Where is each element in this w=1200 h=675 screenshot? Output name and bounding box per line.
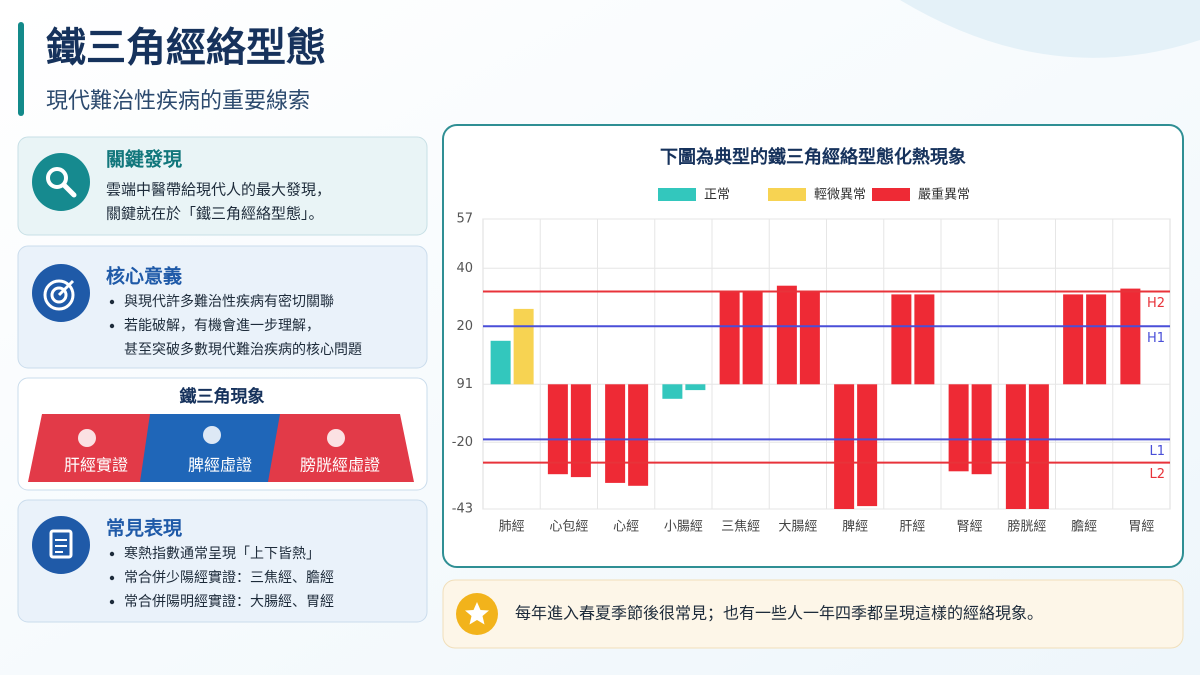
- bar: [685, 384, 706, 391]
- legend-label: 嚴重異常: [918, 187, 970, 203]
- x-tick-label: 胃經: [1128, 520, 1154, 535]
- legend-swatch: [872, 188, 910, 201]
- card-text: 若能破解，有機會進一步理解，: [124, 318, 320, 334]
- bar: [742, 291, 763, 385]
- legend-label: 正常: [704, 188, 730, 203]
- y-tick-label: 20: [456, 319, 473, 334]
- bar: [605, 384, 626, 483]
- x-tick-label: 肝經: [899, 520, 925, 535]
- x-tick-label: 小腸經: [664, 520, 703, 535]
- x-tick-label: 腎經: [957, 520, 983, 535]
- title: 鐵三角經絡型態: [46, 25, 326, 71]
- icon: [46, 167, 68, 189]
- y-tick-label: -20: [452, 435, 473, 450]
- icon: [203, 426, 221, 444]
- bar: [799, 291, 820, 385]
- icon: [43, 279, 75, 311]
- bullet: [109, 551, 115, 557]
- bar: [1028, 384, 1049, 509]
- card-text: 常合併少陽經實證：三焦經、膽經: [124, 569, 334, 586]
- y-tick-label: 57: [456, 212, 473, 227]
- x-tick-label: 膽經: [1071, 520, 1097, 535]
- tag: [28, 414, 160, 482]
- subtitle: 現代難治性疾病的重要線索: [46, 89, 310, 114]
- bullet: [109, 299, 115, 305]
- card-text: 寒熱指數通常呈現「上下皆熱」: [124, 545, 320, 562]
- x-tick-label: 三焦經: [721, 520, 760, 535]
- y-tick-label: 91: [456, 377, 473, 392]
- card-text: 與現代許多難治性疾病有密切關聯: [124, 293, 334, 310]
- card: [17, 136, 428, 236]
- bar: [547, 384, 568, 475]
- bar: [662, 384, 683, 399]
- triangle-title: 鐵三角現象: [180, 386, 265, 407]
- x-tick-label: 膀胱經: [1007, 519, 1046, 535]
- icon: [465, 602, 489, 625]
- icon: [61, 182, 77, 198]
- icon: [50, 286, 68, 304]
- y-tick-label: 40: [456, 261, 473, 276]
- note-box: [442, 579, 1184, 649]
- card-text: 甚至突破多數現代難治疾病的核心問題: [124, 341, 362, 358]
- bar: [891, 294, 912, 385]
- card-text: 關鍵就在於「鐵三角經絡型態」。: [106, 205, 324, 223]
- chart-title: 下圖為典型的鐵三角經絡型態化熱現象: [660, 146, 966, 168]
- x-tick-label: 大腸經: [778, 520, 817, 535]
- x-tick-label: 脾經: [842, 520, 868, 535]
- reference-label: L1: [1149, 444, 1165, 459]
- note: 每年進入春夏季節後很常見；也有一些人一年四季都呈現這樣的經絡現象。: [515, 604, 1043, 623]
- card: [17, 499, 428, 623]
- card-title: 關鍵發現: [106, 148, 182, 171]
- card-title: 核心意義: [106, 265, 182, 288]
- tag-label: 膀胱經虛證: [300, 456, 380, 475]
- bar: [971, 384, 992, 475]
- card: [17, 245, 428, 369]
- x-tick-label: 心經: [613, 520, 639, 535]
- icon: [49, 529, 73, 559]
- reference-label: L2: [1149, 467, 1165, 482]
- card-title: 常見表現: [106, 517, 182, 540]
- icon: [327, 429, 345, 447]
- bar: [628, 384, 649, 486]
- bar: [1005, 384, 1026, 509]
- bar: [1086, 294, 1107, 385]
- bar: [490, 340, 511, 385]
- bar: [513, 308, 534, 385]
- bar: [719, 291, 740, 385]
- icon: [32, 153, 90, 211]
- y-tick-label: -43: [452, 502, 473, 517]
- tag: [268, 414, 414, 482]
- icon: [55, 539, 67, 553]
- x-tick-label: 心包經: [549, 520, 588, 535]
- bar: [1120, 288, 1141, 385]
- reference-label: H1: [1147, 331, 1165, 346]
- legend-label: 輕微異常: [814, 188, 866, 203]
- bar: [776, 285, 797, 385]
- tag-label: 肝經實證: [64, 456, 128, 475]
- bar: [1063, 294, 1084, 385]
- bullet: [109, 575, 115, 581]
- legend-swatch: [768, 188, 806, 201]
- icon: [57, 279, 75, 297]
- legend-swatch: [658, 188, 696, 201]
- title-accent: [18, 22, 24, 116]
- decor: [900, 0, 1200, 58]
- tag-label: 脾經虛證: [188, 456, 252, 475]
- card-text: 雲端中醫帶給現代人的最大發現，: [106, 181, 331, 199]
- bar: [570, 384, 591, 478]
- card-text: 常合併陽明經實證：大腸經、胃經: [124, 593, 334, 610]
- bar: [834, 384, 855, 509]
- bullet: [109, 323, 115, 329]
- reference-label: H2: [1147, 296, 1165, 311]
- bar: [948, 384, 969, 472]
- bar: [914, 294, 935, 385]
- bullet: [109, 599, 115, 605]
- bar: [857, 384, 878, 507]
- x-tick-label: 肺經: [499, 520, 525, 535]
- tag: [140, 414, 300, 482]
- icon: [78, 429, 96, 447]
